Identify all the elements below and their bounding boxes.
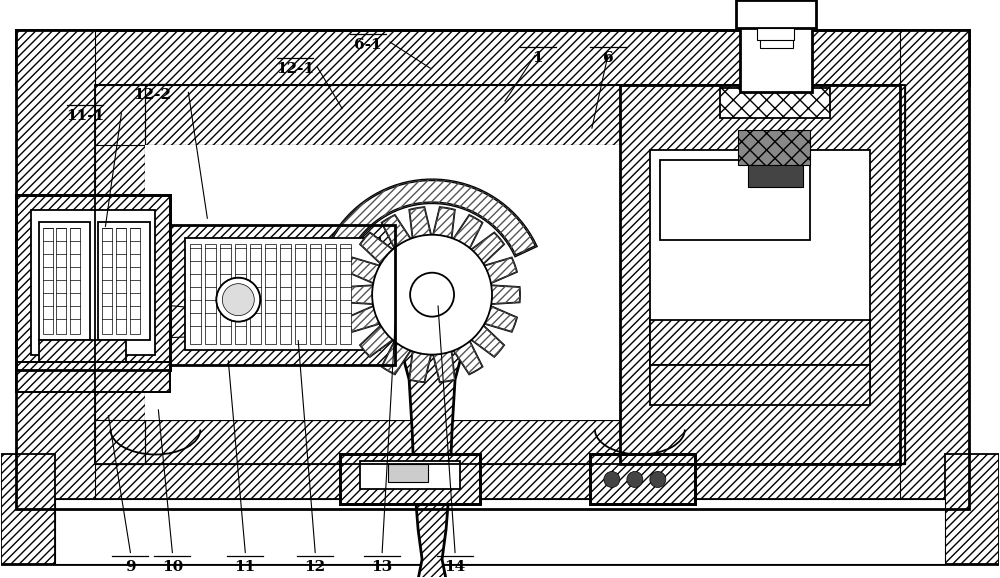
Bar — [590, 454, 695, 505]
Bar — [325, 244, 336, 343]
Circle shape — [410, 273, 454, 317]
Bar — [590, 454, 695, 505]
Bar — [102, 228, 112, 334]
Bar — [650, 320, 870, 365]
Bar — [205, 244, 216, 343]
Circle shape — [650, 472, 666, 487]
Bar — [220, 244, 231, 343]
Text: 6-1: 6-1 — [354, 38, 382, 51]
Circle shape — [627, 472, 643, 487]
Text: 14: 14 — [444, 560, 466, 574]
Bar — [736, 0, 816, 28]
Bar — [16, 30, 969, 85]
Text: 12-1: 12-1 — [276, 62, 314, 76]
Bar — [310, 244, 321, 343]
Bar — [190, 244, 201, 343]
Bar — [95, 420, 905, 465]
Bar — [748, 0, 803, 90]
Bar — [340, 454, 480, 505]
Text: 10: 10 — [162, 560, 183, 574]
Bar — [56, 228, 66, 334]
Bar — [31, 210, 155, 354]
Bar — [95, 85, 905, 145]
Bar — [39, 222, 90, 340]
Bar — [660, 85, 905, 465]
Polygon shape — [401, 350, 463, 578]
Bar — [98, 222, 150, 340]
Bar — [16, 362, 170, 391]
Text: 13: 13 — [372, 560, 393, 574]
Bar — [757, 28, 794, 40]
Bar — [55, 499, 945, 564]
Bar — [116, 228, 126, 334]
Circle shape — [216, 277, 260, 321]
Bar — [1, 454, 55, 564]
Bar — [170, 225, 395, 365]
Bar — [265, 244, 276, 343]
Bar — [748, 165, 803, 187]
Bar — [16, 30, 969, 509]
Bar — [130, 228, 140, 334]
Text: 12: 12 — [305, 560, 326, 574]
Bar — [660, 160, 810, 240]
Polygon shape — [170, 306, 349, 338]
Bar — [360, 461, 460, 490]
Bar — [16, 195, 170, 369]
Bar — [39, 340, 126, 362]
Bar — [340, 454, 480, 505]
Bar — [95, 85, 145, 465]
Text: 9: 9 — [125, 560, 136, 574]
Bar — [16, 195, 170, 369]
Text: 12-2: 12-2 — [133, 88, 171, 102]
Bar — [235, 244, 246, 343]
Bar — [55, 499, 945, 564]
Bar — [650, 365, 870, 405]
Bar — [280, 244, 291, 343]
Text: 11-1: 11-1 — [66, 109, 105, 123]
Bar — [295, 244, 306, 343]
Bar — [1, 499, 999, 564]
Bar — [900, 30, 969, 509]
Circle shape — [604, 472, 620, 487]
Bar — [760, 30, 793, 48]
Bar — [145, 145, 660, 420]
Bar — [16, 30, 95, 509]
Bar — [250, 244, 261, 343]
Polygon shape — [344, 207, 520, 382]
Bar — [620, 85, 900, 465]
Bar — [16, 362, 170, 391]
Text: 1: 1 — [533, 51, 543, 65]
Bar — [650, 150, 870, 390]
Bar — [738, 130, 810, 165]
Circle shape — [372, 235, 492, 354]
Text: 6: 6 — [603, 51, 613, 65]
Bar — [170, 225, 395, 365]
Bar — [43, 228, 53, 334]
Bar — [945, 454, 999, 564]
Text: 11: 11 — [235, 560, 256, 574]
Bar — [620, 85, 900, 465]
Bar — [740, 0, 812, 92]
Bar — [185, 238, 380, 350]
Circle shape — [222, 284, 254, 316]
Bar — [720, 88, 830, 118]
Bar — [70, 228, 80, 334]
Polygon shape — [328, 180, 536, 256]
Bar — [95, 85, 905, 465]
Bar — [388, 465, 428, 483]
Bar — [16, 454, 969, 509]
Bar — [340, 244, 351, 343]
